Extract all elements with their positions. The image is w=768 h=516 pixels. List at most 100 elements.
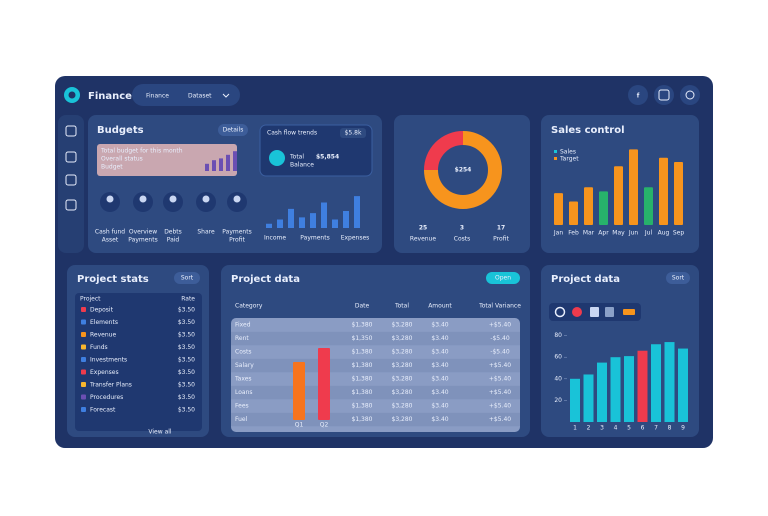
bar-label: Q1 [295, 422, 304, 429]
table-cell: $3,280 [392, 349, 413, 356]
avatar-head [169, 195, 177, 203]
cash-bar [354, 196, 360, 228]
table-cell: Salary [235, 362, 254, 369]
row-value: $3.50 [178, 332, 195, 339]
footer-link: View all [148, 429, 171, 436]
y-tick-label: 40 [554, 375, 562, 382]
tool-icon [554, 306, 566, 318]
column-header: Amount [428, 303, 452, 310]
row-icon [81, 382, 86, 387]
x-tick-label: Jun [628, 230, 639, 237]
avatar-head [139, 195, 147, 203]
table-cell: $1,380 [352, 403, 373, 410]
donut-center: $254 [455, 167, 472, 174]
tool-icon [623, 309, 635, 315]
badge [340, 128, 366, 138]
table-cell: -$5.40 [490, 335, 510, 342]
table-cell: $3.40 [431, 376, 448, 383]
menu-value: Dataset [188, 93, 212, 100]
cash-sub: Total [289, 154, 304, 161]
person-sub: Paid [167, 237, 180, 244]
donut-segment [424, 131, 502, 209]
y-tick-label: 20 [554, 397, 562, 404]
bar-label: Q2 [320, 422, 329, 429]
sales-bar [659, 157, 668, 225]
stat-value: 17 [497, 225, 505, 232]
header-icon [680, 85, 700, 105]
table-cell: $3,280 [392, 389, 413, 396]
table-cell: Rent [235, 335, 249, 342]
sales-bar [644, 187, 653, 225]
cash-bar [299, 217, 305, 228]
row-value: $3.50 [178, 319, 195, 326]
stat-value: 3 [460, 225, 464, 232]
row-stripe [231, 331, 520, 346]
row-name: Funds [90, 344, 108, 351]
tool-icon [605, 307, 614, 317]
x-tick-label: Feb [568, 230, 579, 237]
card-title: Project stats [77, 274, 149, 285]
circle-icon [685, 90, 695, 100]
stat-label: Costs [454, 236, 470, 243]
table-bar [318, 348, 330, 420]
chart-bar [637, 350, 648, 422]
person-sub: Profit [229, 237, 245, 244]
person-sub: Payments [128, 237, 157, 244]
sales-bar [584, 187, 593, 225]
person-label: Overview [129, 229, 157, 236]
cash-bar [332, 219, 338, 228]
button-label: Sort [672, 275, 685, 282]
person-label: Payments [222, 229, 251, 236]
row-stripe [231, 412, 520, 427]
donut-segment [424, 131, 464, 171]
row-name: Elements [90, 319, 118, 326]
table-cell: $3.40 [431, 403, 448, 410]
sidebar-icon [65, 125, 77, 137]
table-cell: $3,280 [392, 335, 413, 342]
button-label: Details [223, 127, 244, 134]
chart-bar [583, 374, 594, 422]
menu-label: Finance [146, 93, 169, 100]
table-cell: $3,280 [392, 376, 413, 383]
note-bar [212, 160, 216, 171]
chart-bar [610, 357, 621, 422]
cash-sub: Balance [290, 162, 314, 169]
sales-bar [569, 201, 578, 225]
x-tick-label: 6 [641, 425, 645, 432]
header-icon [628, 85, 648, 105]
person-label: Share [197, 229, 215, 236]
cash-logo [269, 150, 285, 166]
button-label: Sort [181, 275, 194, 282]
card-title: Project data [551, 274, 620, 285]
row-icon [81, 344, 86, 350]
x-tick-label: 5 [627, 425, 631, 432]
stat-label: Profit [493, 236, 509, 243]
chart-bar [570, 378, 580, 422]
note-text: Total budget for this month [100, 148, 183, 155]
y-tick-label: 80 [554, 332, 562, 339]
chart-bar [664, 342, 675, 422]
row-icon [81, 394, 86, 400]
legend-label: Sales [560, 149, 576, 156]
cash-bar [343, 211, 349, 228]
row-stripe [231, 385, 520, 400]
table-cell: $3.40 [431, 416, 448, 423]
row-icon [81, 332, 86, 337]
tool-icon [572, 307, 582, 317]
chart-bar [624, 356, 634, 422]
sidebar-icon [65, 199, 77, 211]
sort-button [666, 272, 690, 284]
row-icon [81, 307, 86, 312]
cash-axis-label: Income [264, 235, 286, 242]
table-cell: $3,280 [392, 322, 413, 329]
y-tick-label: 60 [554, 354, 562, 361]
table-cell: +$5.40 [489, 416, 511, 423]
square-icon [658, 89, 670, 101]
table-cell: $1,350 [352, 335, 373, 342]
table-cell: $3.40 [431, 322, 448, 329]
cash-axis-label: Expenses [341, 235, 370, 242]
table-cell: +$5.40 [489, 376, 511, 383]
table-cell: $1,380 [352, 349, 373, 356]
card-title: Project data [231, 274, 300, 285]
